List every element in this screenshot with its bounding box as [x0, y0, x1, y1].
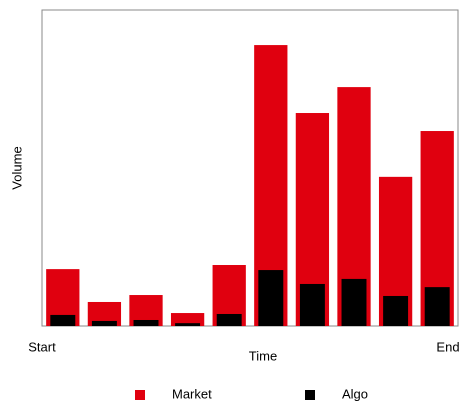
- legend-swatch: [135, 390, 145, 400]
- y-axis-label: Volume: [9, 146, 24, 189]
- x-tick-label: End: [436, 339, 459, 354]
- bar: [175, 323, 201, 326]
- bar: [216, 313, 242, 326]
- bar: [341, 278, 367, 326]
- bar: [50, 314, 76, 326]
- bar: [383, 295, 409, 326]
- legend-label: Market: [172, 386, 212, 401]
- bar: [424, 287, 450, 326]
- x-axis-label: Time: [249, 348, 277, 363]
- legend-label: Algo: [342, 386, 368, 401]
- x-tick-label: Start: [28, 339, 56, 354]
- bar: [133, 319, 159, 326]
- bar: [258, 270, 284, 326]
- bar: [91, 320, 117, 326]
- plot-frame: [41, 9, 459, 327]
- bar: [299, 283, 325, 326]
- legend-swatch: [305, 390, 315, 400]
- bar: [170, 313, 205, 326]
